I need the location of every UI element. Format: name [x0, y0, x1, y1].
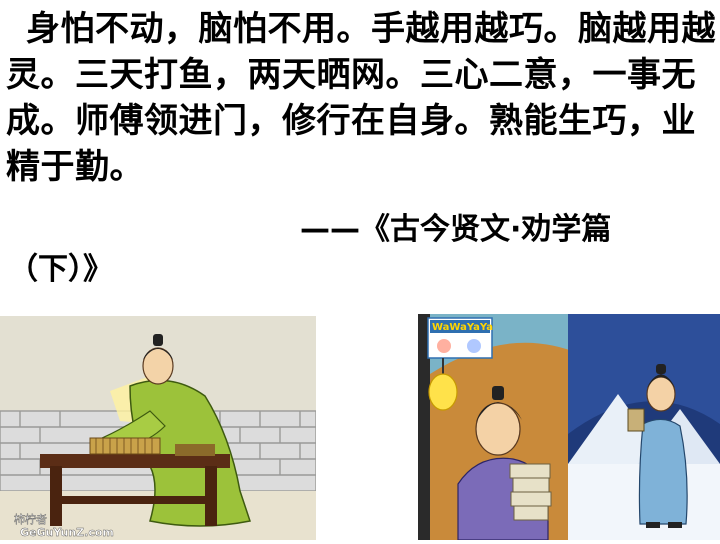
watermark-cn: 柿柠者: [14, 512, 47, 526]
source-attribution-line1: ——《古今贤文·劝学篇: [300, 212, 612, 247]
quote-body: 身怕不动，脑怕不用。手越用越巧。脑越用越灵。三天打鱼，两天晒网。三心二意，一事无…: [6, 9, 716, 187]
night-study-illustration: WaWaYaYa: [418, 314, 720, 541]
quote-text: 身怕不动，脑怕不用。手越用越巧。脑越用越灵。三天打鱼，两天晒网。三心二意，一事无…: [6, 6, 718, 190]
scholar-reading-illustration: 柿柠者 GeGuYunZ.com: [0, 316, 317, 540]
wawayaya-logo-text: WaWaYaYa: [432, 322, 493, 333]
watermark-url: GeGuYunZ.com: [20, 526, 114, 539]
source-attribution-line2: （下）》: [8, 252, 113, 287]
night-study-drawing: WaWaYaYa: [418, 314, 720, 541]
scholar-reading-drawing: 柿柠者 GeGuYunZ.com: [0, 316, 317, 540]
